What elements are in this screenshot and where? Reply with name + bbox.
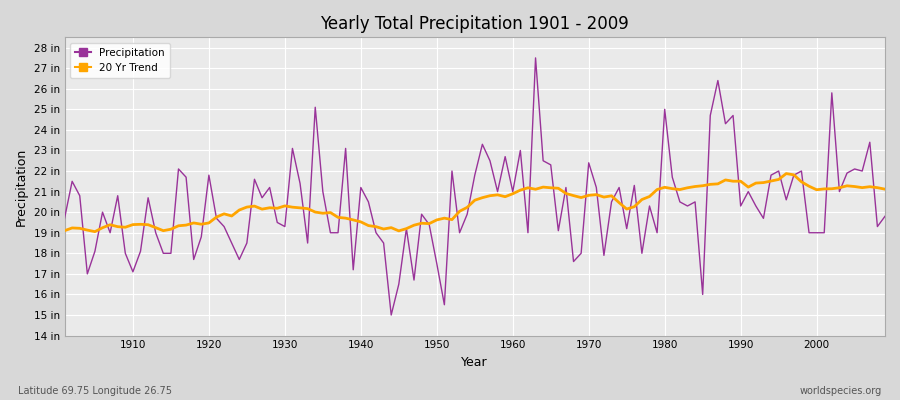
X-axis label: Year: Year — [462, 356, 488, 369]
Title: Yearly Total Precipitation 1901 - 2009: Yearly Total Precipitation 1901 - 2009 — [320, 15, 629, 33]
Text: Latitude 69.75 Longitude 26.75: Latitude 69.75 Longitude 26.75 — [18, 386, 172, 396]
Text: worldspecies.org: worldspecies.org — [800, 386, 882, 396]
Y-axis label: Precipitation: Precipitation — [15, 147, 28, 226]
Legend: Precipitation, 20 Yr Trend: Precipitation, 20 Yr Trend — [70, 42, 170, 78]
